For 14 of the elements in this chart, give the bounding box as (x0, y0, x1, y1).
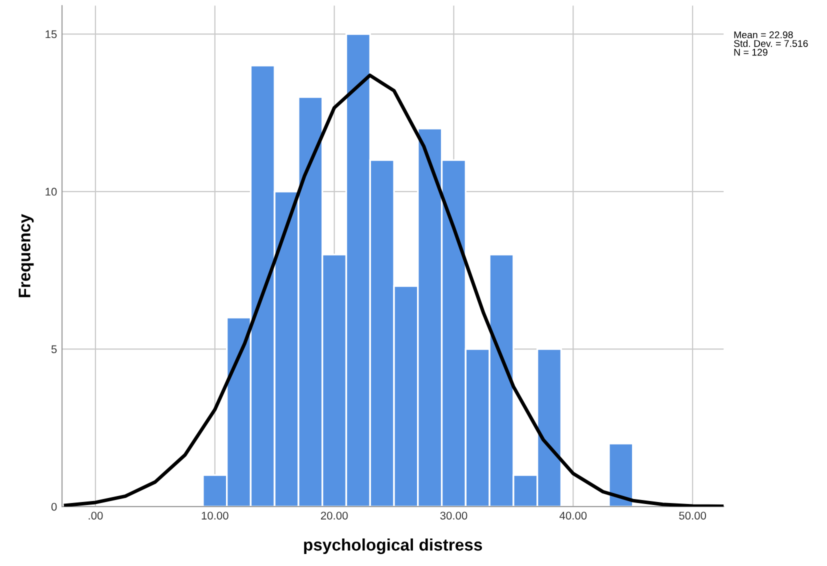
y-tick-label: 10 (46, 188, 57, 196)
x-axis-title: psychological distress (304, 538, 482, 554)
y-axis-title: Frequency (18, 214, 34, 298)
x-tick-label: 10.00 (202, 512, 228, 520)
y-tick-label: 0 (51, 502, 57, 511)
text: Mean = 22.98 Std. Dev. = 7.516 N = 129 (734, 31, 808, 56)
line-series (64, 74, 724, 507)
x-tick-label: 50.00 (679, 512, 706, 520)
y-tick-label: 15 (46, 30, 57, 38)
x-tick-label: .00 (88, 512, 103, 520)
x-tick-label: 20.00 (320, 512, 348, 520)
x-tick-label: 30.00 (440, 512, 468, 520)
y-tick-label: 5 (51, 345, 57, 354)
x-tick-label: 40.00 (560, 512, 587, 520)
